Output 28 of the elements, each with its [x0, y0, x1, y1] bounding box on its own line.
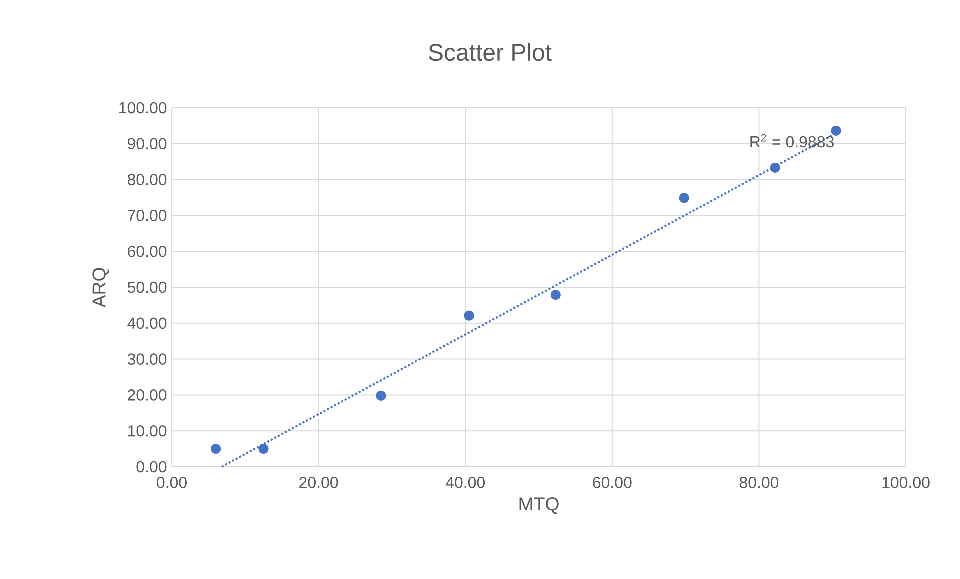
y-tick-label: 80.00	[128, 174, 167, 186]
x-tick-label: 0.00	[157, 477, 187, 488]
point	[550, 290, 561, 300]
point	[831, 126, 842, 136]
y-tick-label: 20.00	[128, 390, 167, 401]
y-tick-label: 70.00	[128, 210, 167, 222]
x-tick-label: 20.00	[300, 477, 338, 488]
point	[770, 162, 780, 174]
x-tick-label: 60.00	[593, 477, 632, 488]
y-tick-label: 60.00	[128, 246, 167, 258]
y-tick-label: 90.00	[128, 138, 167, 150]
y-tick-label: 40.00	[128, 318, 167, 330]
y-axis-title: ARQ	[92, 268, 110, 308]
point	[210, 444, 222, 454]
y-tick-label: 50.00	[128, 282, 167, 294]
y-tick-label: 100.00	[120, 102, 167, 114]
x-tick-label: 80.00	[740, 477, 779, 488]
point	[464, 310, 474, 321]
y-tick-label: 10.00	[128, 425, 167, 437]
chart-title: Scatter Plot	[429, 44, 552, 62]
x-axis-title: MTQ	[520, 498, 559, 514]
x-tick-label: 40.00	[446, 477, 485, 488]
y-tick-label: 30.00	[128, 354, 167, 365]
point	[376, 390, 386, 401]
y-tick-label: 0.00	[136, 461, 167, 473]
point	[679, 193, 690, 204]
point	[258, 444, 269, 454]
x-tick-label: 100.00	[882, 477, 930, 488]
